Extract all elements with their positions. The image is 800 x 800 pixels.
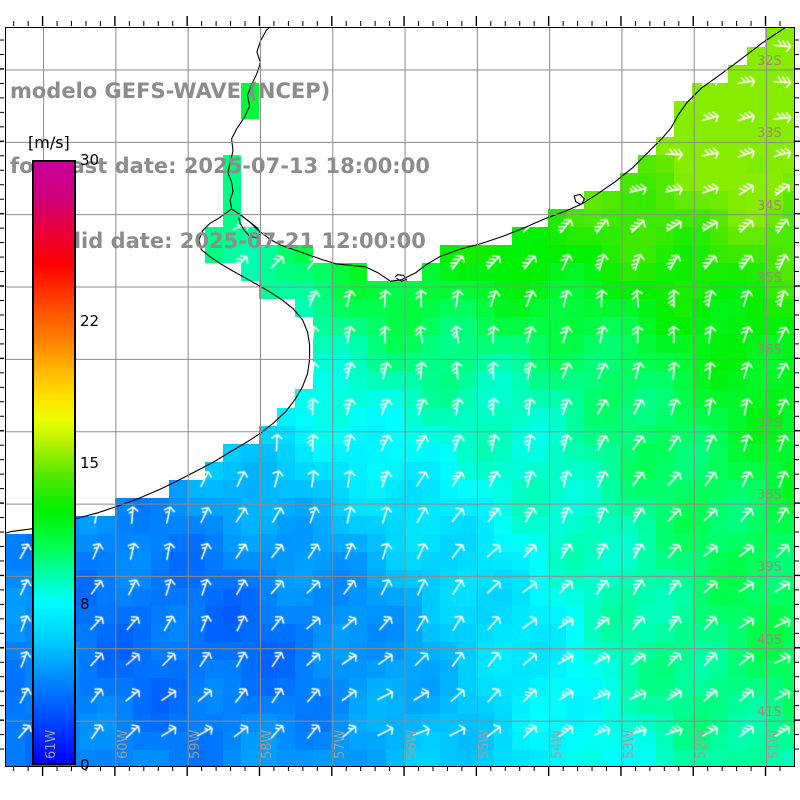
lon-label-53W: 53W [621,729,637,759]
colorbar-tick-30: 30 [80,151,100,169]
colorbar-tick-22: 22 [80,312,100,331]
coastline-uruguay-brazil [227,28,785,282]
lon-label-61W: 61W [43,729,59,759]
colorbar-unit-label: [m/s] [28,133,70,152]
lat-label-40S: 40S [757,632,782,648]
lat-label-33S: 33S [757,126,782,142]
title-model-line: modelo GEFS-WAVE (NCEP) [10,79,331,103]
coastline-detail-parana-delta [238,214,262,239]
lat-label-34S: 34S [757,198,782,214]
lat-label-37S: 37S [757,415,782,431]
lat-label-39S: 39S [757,560,782,576]
title-forecast-date-line: forecast date: 2025-07-13 18:00:00 [10,154,430,178]
colorbar-tick-0: 0 [80,756,90,774]
lon-label-51W: 51W [766,729,782,759]
lon-label-55W: 55W [477,729,493,759]
lat-label-35S: 35S [757,271,782,287]
lon-label-52W: 52W [694,729,710,759]
coastline-argentina [6,208,311,534]
coastline-detail-lagoon [573,193,585,205]
map-plot-area[interactable] [5,27,795,767]
lon-label-58W: 58W [260,729,276,759]
lon-label-60W: 60W [115,729,131,759]
lon-label-59W: 59W [188,729,204,759]
colorbar[interactable] [32,160,76,765]
title-valid-date-line: valid date: 2025-07-21 12:00:00 [46,229,426,253]
lat-label-41S: 41S [757,705,782,721]
lat-label-36S: 36S [757,343,782,359]
wind-vector-arrows-layer [6,28,794,766]
lat-label-38S: 38S [757,488,782,504]
lon-label-57W: 57W [332,729,348,759]
lon-label-54W: 54W [549,729,565,759]
latlon-gridlines [6,28,794,766]
colorbar-tick-8: 8 [80,594,90,613]
colorbar-gradient [32,160,76,765]
colorbar-tick-15: 15 [80,453,100,472]
lat-label-32S: 32S [757,53,782,69]
lon-label-56W: 56W [405,729,421,759]
